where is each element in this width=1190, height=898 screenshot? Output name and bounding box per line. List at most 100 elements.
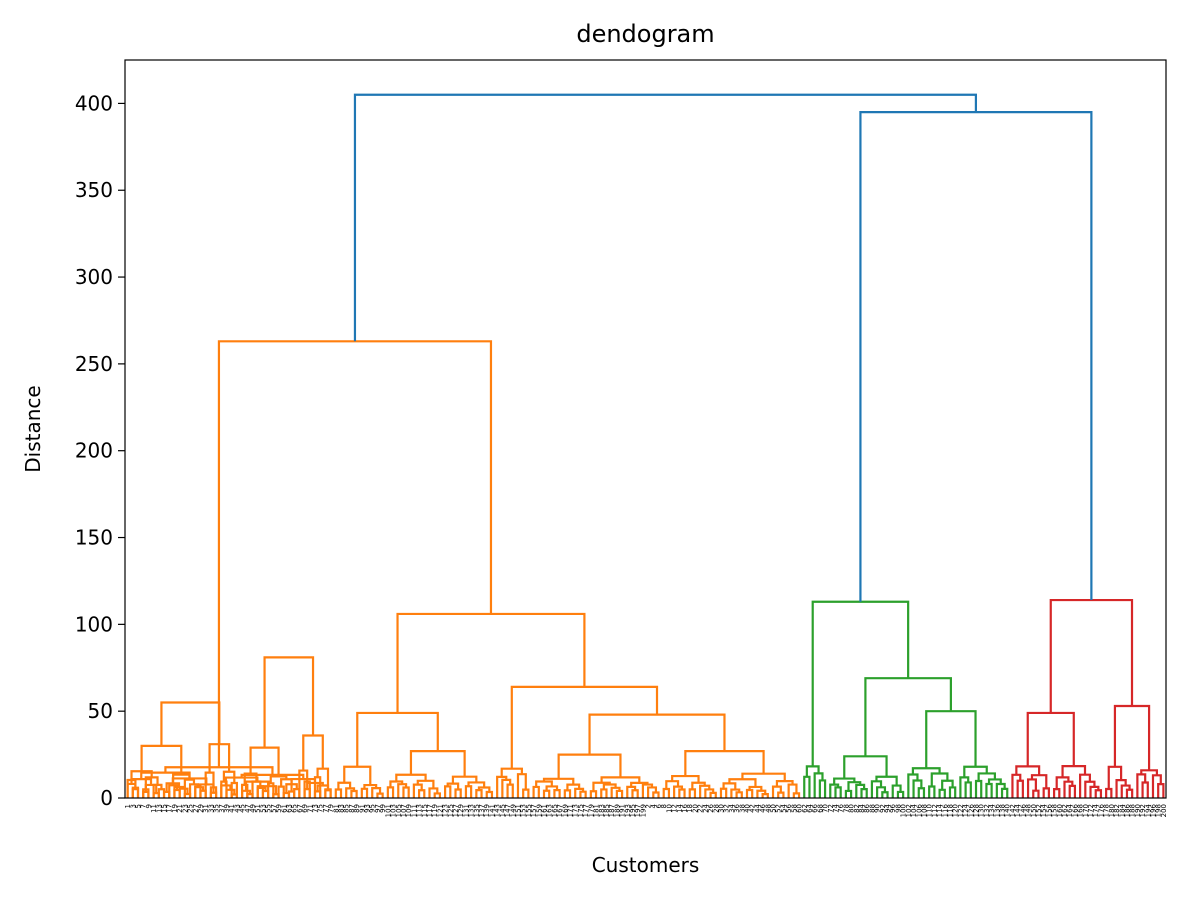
dendrogram-link — [542, 777, 575, 785]
dendrogram-link — [730, 788, 741, 798]
leaf-label: 86 — [863, 803, 871, 812]
dendrogram-link — [395, 773, 427, 782]
leaf-label: 17 — [166, 804, 174, 813]
leaf-label: 130 — [978, 804, 986, 817]
leaf-label: 191 — [619, 804, 627, 817]
leaf-label: 60 — [796, 804, 804, 813]
leaf-label: 196 — [1149, 803, 1157, 817]
dendrogram-link — [641, 783, 654, 798]
leaf-label: 47 — [244, 804, 252, 813]
y-tick-label: 0 — [100, 786, 113, 810]
leaf-label: 25 — [187, 804, 195, 813]
chart-title: dendogram — [576, 20, 714, 48]
leaf-label: 67 — [296, 804, 304, 813]
leaf-label: 180 — [1108, 804, 1116, 817]
dendrogram-link — [777, 791, 785, 798]
leaf-label: 97 — [374, 804, 382, 813]
leaf-label: 107 — [400, 804, 408, 817]
leaf-label: 52 — [775, 804, 783, 813]
dendrogram-link — [532, 785, 540, 798]
dendrogram-link — [566, 783, 581, 791]
leaf-label: 51 — [254, 804, 262, 813]
dendrogram-link — [545, 785, 559, 791]
dendrogram-link — [269, 775, 288, 784]
y-tick-label: 150 — [75, 526, 113, 550]
dendrogram-link — [1055, 776, 1070, 790]
leaf-label: 155 — [525, 804, 533, 817]
leaf-label: 165 — [551, 804, 559, 817]
leaf-label: 129 — [457, 804, 465, 817]
leaf-label: 1 — [124, 804, 132, 808]
leaf-label: 93 — [364, 804, 372, 813]
leaf-label: 156 — [1045, 803, 1053, 817]
leaf-label: 200 — [1160, 804, 1168, 817]
dendrogram-link — [371, 787, 382, 798]
leaf-label: 134 — [988, 803, 996, 817]
leaf-label: 50 — [770, 804, 778, 813]
leaf-label: 82 — [853, 804, 861, 813]
dendrogram-link — [1026, 711, 1075, 767]
leaf-label: 102 — [905, 804, 913, 817]
leaf-label: 185 — [603, 804, 611, 817]
dendrogram-link — [467, 781, 486, 788]
leaf-label: 59 — [275, 804, 283, 813]
leaf-label: 42 — [749, 804, 757, 813]
dendrogram-link — [263, 656, 315, 748]
dendrogram-link — [1011, 773, 1022, 798]
leaf-label: 77 — [322, 804, 330, 813]
leaf-label: 69 — [301, 804, 309, 813]
leaf-label: 111 — [410, 804, 418, 817]
leaf-label: 13 — [155, 804, 163, 813]
leaf-label: 115 — [421, 804, 429, 817]
leaf-label: 153 — [520, 804, 528, 817]
leaf-label: 166 — [1071, 803, 1079, 817]
dendrogram-link — [345, 787, 356, 798]
leaf-label: 15 — [161, 804, 169, 813]
leaf-label: 79 — [327, 804, 335, 813]
leaf-label: 54 — [780, 803, 788, 812]
leaf-label: 123 — [442, 804, 450, 817]
dendrogram-link — [987, 778, 1002, 785]
leaf-label: 181 — [593, 804, 601, 817]
leaf-label: 103 — [390, 804, 398, 817]
plot-frame — [124, 59, 1167, 799]
dendrogram-link — [1016, 779, 1024, 798]
leaf-label: 6 — [655, 803, 663, 808]
dendrogram-link — [1115, 779, 1127, 798]
leaf-label: 128 — [973, 804, 981, 817]
y-tick-label: 250 — [75, 352, 113, 376]
leaf-label: 140 — [1004, 804, 1012, 817]
leaf-label: 174 — [1092, 803, 1100, 817]
dendrogram-link — [1030, 774, 1048, 789]
leaf-label: 189 — [613, 804, 621, 817]
dendrogram-link — [293, 788, 301, 798]
leaf-label: 19 — [171, 804, 179, 813]
dendrogram-link — [974, 779, 983, 798]
leaf-label: 159 — [535, 804, 543, 817]
leaf-label: 85 — [343, 804, 351, 813]
y-tick-label: 100 — [75, 612, 113, 636]
dendrogram-link — [1141, 781, 1149, 798]
dendrogram-link — [522, 788, 530, 798]
leaf-label: 99 — [379, 804, 387, 813]
dendrogram-link — [188, 783, 199, 798]
leaf-label: 72 — [827, 804, 835, 813]
dendrogram-link — [140, 771, 191, 780]
leaf-label: 164 — [1066, 803, 1074, 817]
dendrogram-link — [412, 783, 423, 798]
dendrogram-link — [811, 600, 910, 767]
leaf-label: 27 — [192, 804, 200, 813]
leaf-label: 88 — [868, 804, 876, 813]
leaf-label: 122 — [957, 804, 965, 817]
leaf-label: 112 — [931, 804, 939, 817]
dendrogram-link — [485, 790, 494, 798]
dendrogram-link — [501, 778, 512, 798]
dendrogram-link — [843, 755, 888, 779]
dendrogram-link — [316, 784, 330, 792]
leaf-label: 124 — [962, 803, 970, 817]
leaf-label: 143 — [494, 804, 502, 817]
dendrogram-link — [896, 790, 905, 798]
leaf-label: 161 — [541, 804, 549, 817]
